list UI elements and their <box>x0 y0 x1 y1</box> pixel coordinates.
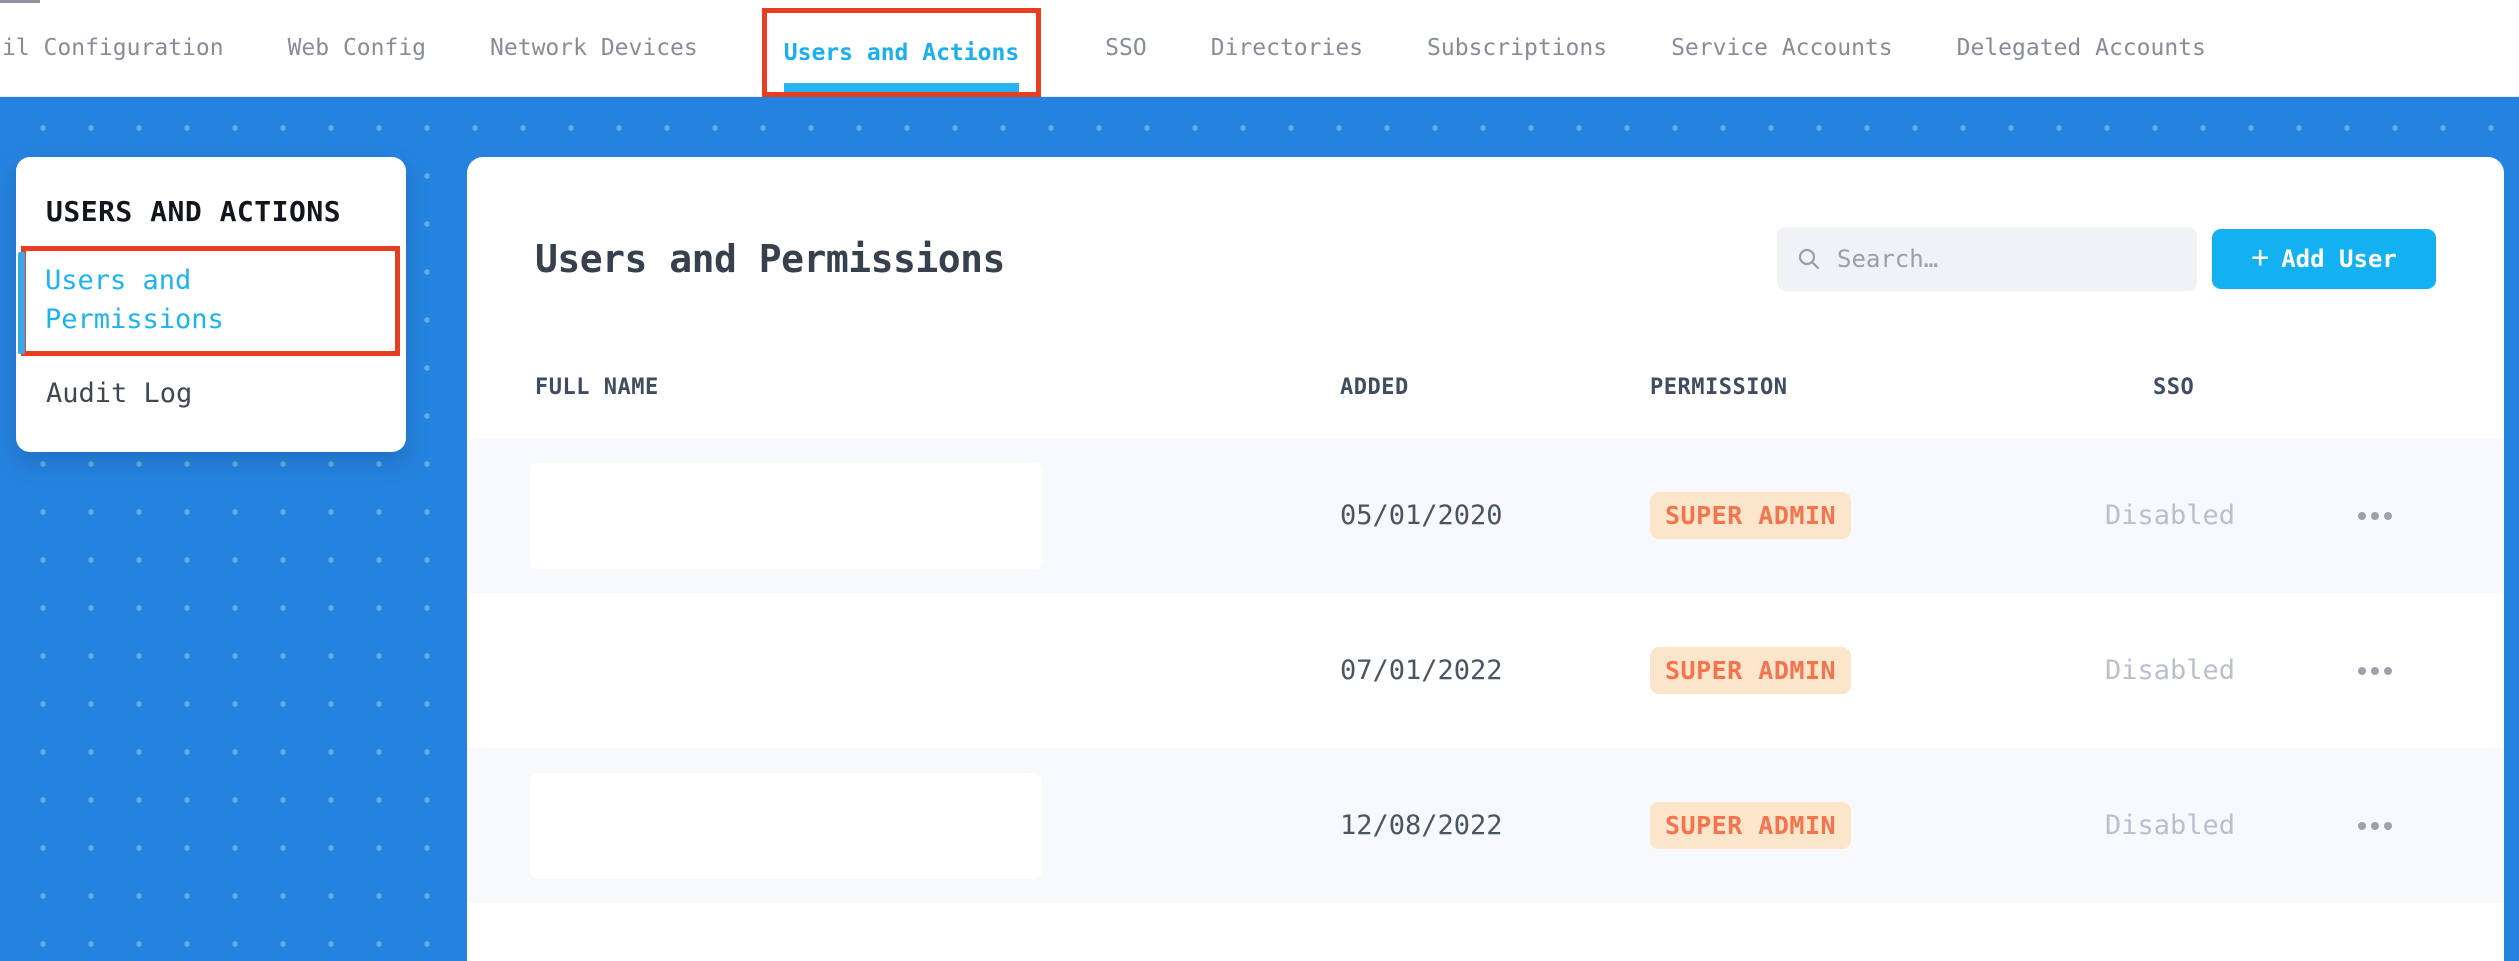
column-header-full-name: FULL NAME <box>535 375 659 400</box>
permission-cell: SUPER ADMIN <box>1650 647 2100 694</box>
added-date: 05/01/2020 <box>1340 500 1503 531</box>
nav-tab-network-devices[interactable]: Network Devices <box>490 35 698 61</box>
permission-cell: SUPER ADMIN <box>1650 802 2100 849</box>
table-row: 05/01/2020 SUPER ADMIN Disabled <box>467 438 2504 593</box>
table-row: 07/01/2022 SUPER ADMIN Disabled <box>467 593 2504 748</box>
sidebar-item-audit-log[interactable]: Audit Log <box>46 378 193 410</box>
nav-tab-users-and-actions[interactable]: Users and Actions <box>783 39 1020 66</box>
permission-badge: SUPER ADMIN <box>1650 647 1852 694</box>
nav-tab-directories[interactable]: Directories <box>1210 35 1364 61</box>
full-name-cell <box>530 617 1340 724</box>
table-header: FULL NAME ADDED PERMISSION SSO <box>535 375 2436 438</box>
row-menu-button[interactable] <box>2350 500 2400 532</box>
main-header: Users and Permissions + Add User <box>535 157 2436 291</box>
main-card: Users and Permissions + Add User FULL NA… <box>467 157 2504 961</box>
content-background: USERS AND ACTIONS Users and Permissions … <box>0 97 2519 961</box>
full-name-cell <box>530 462 1340 569</box>
column-header-added: ADDED <box>1340 375 1409 400</box>
full-name-cell <box>530 772 1340 879</box>
row-menu-button[interactable] <box>2350 810 2400 842</box>
sso-status: Disabled <box>2105 810 2236 841</box>
plus-icon: + <box>2251 239 2270 275</box>
sidebar-card: USERS AND ACTIONS Users and Permissions … <box>16 157 406 452</box>
sso-status: Disabled <box>2105 655 2236 686</box>
nav-tab-sso[interactable]: SSO <box>1105 35 1147 61</box>
annotation-box-nav: Users and Actions <box>761 8 1042 97</box>
sso-status: Disabled <box>2105 500 2236 531</box>
added-date: 12/08/2022 <box>1340 810 1503 841</box>
active-tab-underline <box>783 83 1020 92</box>
nav-tab-delegated-accounts[interactable]: Delegated Accounts <box>1956 35 2206 61</box>
permission-cell: SUPER ADMIN <box>1650 492 2100 539</box>
nav-tab-subscriptions[interactable]: Subscriptions <box>1427 35 1608 61</box>
redacted-full-name <box>530 772 1042 879</box>
permission-badge: SUPER ADMIN <box>1650 802 1852 849</box>
top-edge-artifact <box>0 0 40 3</box>
search-input[interactable] <box>1835 244 2177 274</box>
annotation-box-sidebar: Users and Permissions <box>21 246 400 357</box>
search-box[interactable] <box>1777 227 2197 291</box>
permission-badge: SUPER ADMIN <box>1650 492 1852 539</box>
search-icon <box>1798 248 1820 270</box>
header-actions: + Add User <box>1777 227 2436 291</box>
column-header-permission: PERMISSION <box>1650 375 1788 400</box>
sidebar-item-users-and-permissions[interactable]: Users and Permissions <box>45 265 224 336</box>
nav-tab-email-configuration[interactable]: il Configuration <box>2 35 224 61</box>
active-item-indicator <box>18 252 25 354</box>
column-header-sso: SSO <box>2153 375 2195 400</box>
nav-tab-service-accounts[interactable]: Service Accounts <box>1671 35 1893 61</box>
page-title: Users and Permissions <box>535 237 1005 281</box>
redacted-full-name <box>530 617 1042 724</box>
nav-tab-web-config[interactable]: Web Config <box>287 35 427 61</box>
add-user-label: Add User <box>2281 245 2397 273</box>
redacted-full-name <box>530 462 1042 569</box>
sidebar-title: USERS AND ACTIONS <box>46 195 342 228</box>
row-menu-button[interactable] <box>2350 655 2400 687</box>
add-user-button[interactable]: + Add User <box>2212 229 2436 289</box>
table-row: 12/08/2022 SUPER ADMIN Disabled <box>467 748 2504 903</box>
added-date: 07/01/2022 <box>1340 655 1503 686</box>
top-navigation: il Configuration Web Config Network Devi… <box>0 0 2519 97</box>
